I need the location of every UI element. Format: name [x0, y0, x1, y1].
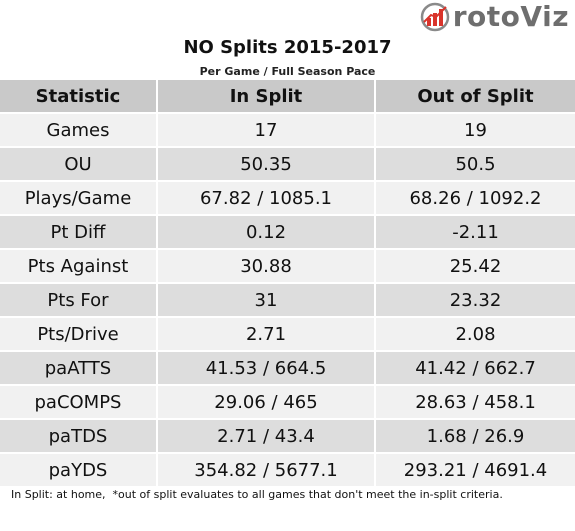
table-row: paYDS 354.82 / 5677.1 293.21 / 4691.4 [0, 453, 575, 488]
logo-text-roto: roto [452, 0, 521, 33]
table-header-row: Statistic In Split Out of Split [0, 80, 575, 114]
table-row: Games 17 19 [0, 113, 575, 148]
footnote: In Split: at home, *out of split evaluat… [11, 488, 503, 501]
table-row: Pts/Drive 2.71 2.08 [0, 317, 575, 352]
stat-cell: Plays/Game [0, 181, 158, 216]
table-row: Pts Against 30.88 25.42 [0, 249, 575, 284]
out-split-cell: 19 [375, 113, 575, 148]
in-split-cell: 17 [157, 113, 376, 148]
in-split-cell: 0.12 [157, 215, 376, 250]
out-split-cell: 2.08 [375, 317, 575, 352]
stat-cell: Pts/Drive [0, 317, 158, 352]
stat-cell: paATTS [0, 351, 158, 386]
stat-cell: Games [0, 113, 158, 148]
table-row: paTDS 2.71 / 43.4 1.68 / 26.9 [0, 419, 575, 454]
out-split-cell: 28.63 / 458.1 [375, 385, 575, 420]
in-split-cell: 29.06 / 465 [157, 385, 376, 420]
header-statistic: Statistic [0, 80, 158, 114]
in-split-cell: 2.71 / 43.4 [157, 419, 376, 454]
in-split-cell: 67.82 / 1085.1 [157, 181, 376, 216]
stat-cell: paCOMPS [0, 385, 158, 420]
logo-text-viz: Viz [520, 0, 569, 33]
in-split-cell: 30.88 [157, 249, 376, 284]
out-split-cell: 23.32 [375, 283, 575, 318]
logo-wordmark: rotoViz [453, 2, 569, 32]
in-split-cell: 41.53 / 664.5 [157, 351, 376, 386]
out-split-cell: 68.26 / 1092.2 [375, 181, 575, 216]
rotoviz-logo: rotoViz [418, 2, 569, 32]
in-split-cell: 50.35 [157, 147, 376, 182]
out-split-cell: 41.42 / 662.7 [375, 351, 575, 386]
header-out-of-split: Out of Split [375, 80, 575, 114]
stat-cell: paTDS [0, 419, 158, 454]
bar-chart-logo-icon [418, 2, 452, 32]
out-split-cell: 50.5 [375, 147, 575, 182]
table-row: Pt Diff 0.12 -2.11 [0, 215, 575, 250]
out-split-cell: 293.21 / 4691.4 [375, 453, 575, 488]
out-split-cell: 25.42 [375, 249, 575, 284]
in-split-cell: 31 [157, 283, 376, 318]
table-row: paATTS 41.53 / 664.5 41.42 / 662.7 [0, 351, 575, 386]
stat-cell: Pts Against [0, 249, 158, 284]
out-split-cell: -2.11 [375, 215, 575, 250]
table-row: OU 50.35 50.5 [0, 147, 575, 182]
stat-cell: OU [0, 147, 158, 182]
out-split-cell: 1.68 / 26.9 [375, 419, 575, 454]
splits-table: Statistic In Split Out of Split Games 17… [0, 80, 575, 488]
in-split-cell: 2.71 [157, 317, 376, 352]
page-subtitle: Per Game / Full Season Pace [199, 65, 376, 78]
table-row: Plays/Game 67.82 / 1085.1 68.26 / 1092.2 [0, 181, 575, 216]
stat-cell: Pt Diff [0, 215, 158, 250]
table-row: Pts For 31 23.32 [0, 283, 575, 318]
header-in-split: In Split [157, 80, 376, 114]
stat-cell: paYDS [0, 453, 158, 488]
stat-cell: Pts For [0, 283, 158, 318]
table-row: paCOMPS 29.06 / 465 28.63 / 458.1 [0, 385, 575, 420]
in-split-cell: 354.82 / 5677.1 [157, 453, 376, 488]
page-title: NO Splits 2015-2017 [183, 37, 392, 58]
